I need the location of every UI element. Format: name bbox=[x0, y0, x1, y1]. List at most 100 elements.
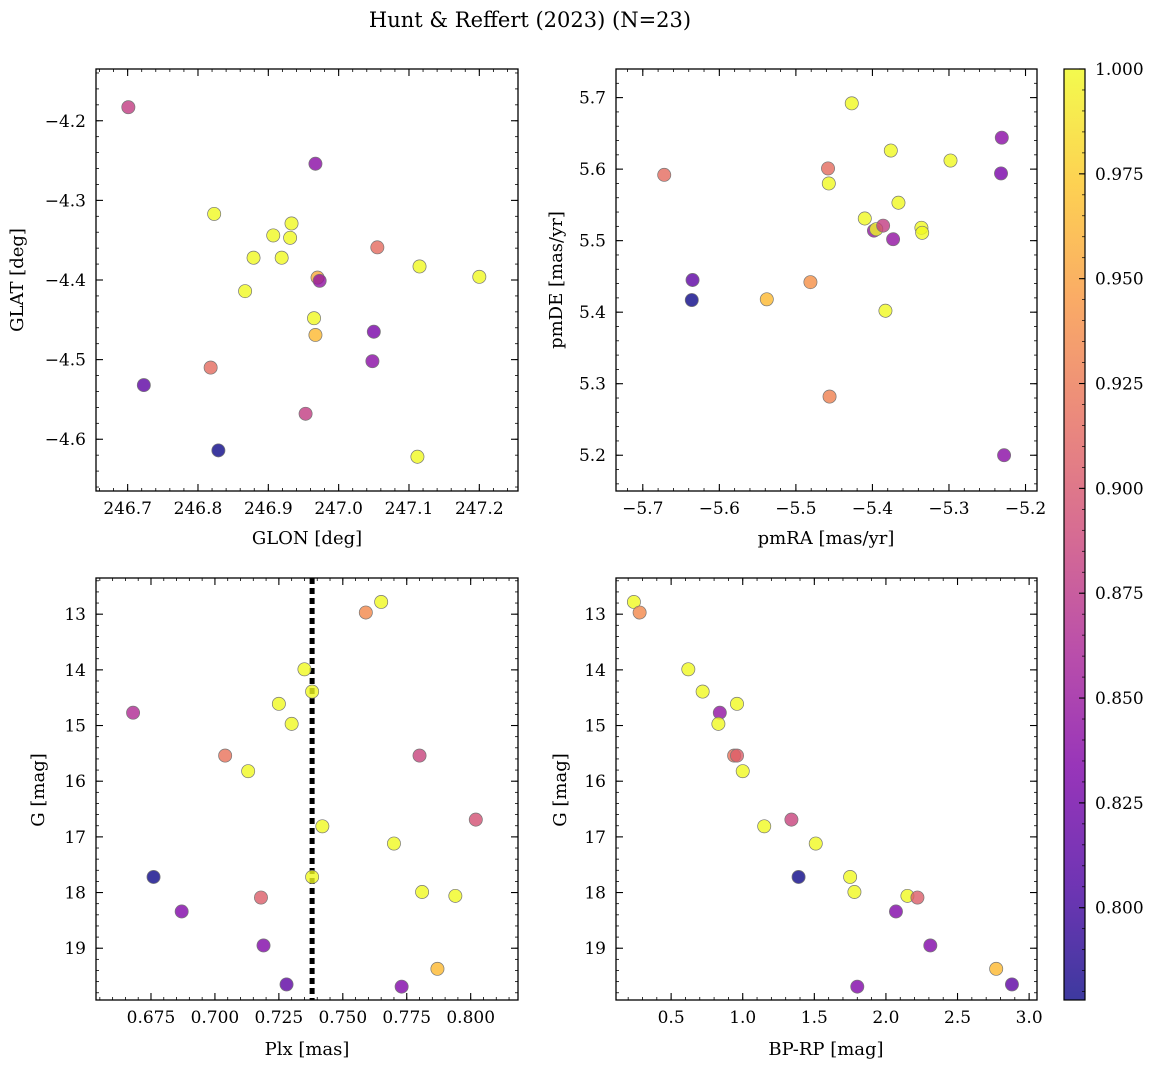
panel-bprp-g-xtick-label: 1.0 bbox=[729, 1008, 756, 1028]
panel-pmra-pmde-point bbox=[822, 389, 837, 404]
panel-glon-glat-point bbox=[472, 269, 487, 284]
panel-pmra-pmde-ytick-label: 5.5 bbox=[579, 232, 606, 252]
panel-bprp-g-point bbox=[808, 836, 823, 851]
panel-pmra-pmde: −5.7 −5.6 −5.5 −5.4 −5.3 −5.2 5.2 5.3 5.4 5.5 5.6 5… bbox=[546, 68, 1046, 549]
panel-pmra-pmde-xtick-label: −5.4 bbox=[852, 499, 893, 519]
panel-bprp-g-point bbox=[889, 904, 903, 919]
panel-plx-g-point bbox=[315, 819, 330, 834]
panel-pmra-pmde-point bbox=[891, 195, 906, 210]
panel-glon-glat-point bbox=[410, 449, 425, 464]
panel-glon-glat-ytick-label: −4.5 bbox=[45, 351, 86, 371]
panel-glon-glat-xtick-label: 247.2 bbox=[455, 499, 504, 519]
colorbar-tick-label: 0.825 bbox=[1095, 794, 1144, 814]
panel-plx-g-xtick-label: 0.700 bbox=[191, 1008, 240, 1028]
panel-glon-glat-ylabel: GLAT [deg] bbox=[7, 228, 28, 332]
panel-plx-g-point bbox=[387, 836, 401, 851]
panel-glon-glat-ytick-label: −4.2 bbox=[45, 112, 86, 132]
panel-bprp-g-point bbox=[626, 594, 641, 609]
panel-plx-g-xlabel: Plx [mas] bbox=[265, 1039, 350, 1060]
panel-plx-g-point bbox=[126, 705, 141, 720]
panel-bprp-g-point bbox=[784, 812, 799, 827]
panel-glon-glat-point bbox=[308, 156, 323, 171]
panel-plx-g-xtick-label: 0.675 bbox=[127, 1008, 176, 1028]
panel-pmra-pmde-xtick-label: −5.3 bbox=[928, 499, 969, 519]
panel-plx-g-point bbox=[305, 870, 320, 884]
panel-pmra-pmde-xtick-label: −5.5 bbox=[775, 499, 816, 519]
panel-pmra-pmde-marks bbox=[657, 96, 1012, 463]
panel-bprp-g-point bbox=[910, 890, 925, 905]
panel-glon-glat-marks bbox=[121, 100, 487, 464]
panel-pmra-pmde-ytick-label: 5.2 bbox=[579, 446, 606, 466]
panel-plx-g-point bbox=[256, 938, 271, 953]
panel-pmra-pmde-point bbox=[657, 167, 672, 182]
panel-glon-glat-point bbox=[207, 206, 222, 221]
panel-bprp-g-ytick-label: 17 bbox=[584, 828, 606, 848]
panel-plx-g-point bbox=[448, 888, 463, 903]
panel-plx-g-xtick-label: 0.725 bbox=[255, 1008, 304, 1028]
panel-pmra-pmde-point bbox=[685, 273, 700, 287]
panel-plx-g-ytick-label: 18 bbox=[64, 884, 86, 904]
panel-plx-g-point bbox=[218, 748, 233, 763]
panel-bprp-g-point bbox=[847, 885, 862, 899]
panel-glon-glat-point bbox=[211, 443, 226, 458]
panel-plx-g-ytick-label: 16 bbox=[64, 772, 86, 792]
panel-bprp-g-marks bbox=[626, 594, 1019, 994]
panel-glon-glat-xtick-label: 246.8 bbox=[174, 499, 223, 519]
panel-bprp-g-point bbox=[730, 696, 744, 711]
panel-pmra-pmde-point bbox=[821, 161, 835, 176]
panel-bprp-g-xlabel: BP-RP [mag] bbox=[768, 1039, 883, 1060]
panel-glon-glat-ytick-label: −4.6 bbox=[45, 430, 86, 450]
panel-pmra-pmde-ytick-label: 5.4 bbox=[579, 303, 606, 323]
panel-pmra-pmde-xlabel: pmRA [mas/yr] bbox=[758, 528, 895, 549]
panel-bprp-g-point bbox=[923, 938, 938, 953]
panel-glon-glat-point bbox=[121, 100, 136, 115]
panel-plx-g-point bbox=[297, 662, 312, 677]
panel-pmra-pmde-xtick-label: −5.7 bbox=[622, 499, 663, 519]
panel-pmra-pmde-ytick-label: 5.7 bbox=[579, 89, 606, 109]
panel-bprp-g-xtick-label: 2.5 bbox=[944, 1008, 971, 1028]
panel-plx-g-point bbox=[430, 961, 445, 976]
panel-pmra-pmde-point bbox=[883, 143, 898, 158]
panel-pmra-pmde-xtick-label: −5.6 bbox=[699, 499, 740, 519]
panel-plx-g-point bbox=[394, 979, 409, 994]
panel-pmra-pmde-point bbox=[821, 176, 836, 191]
panel-glon-glat-point bbox=[312, 273, 327, 288]
colorbar: 0.800 0.825 0.850 0.875 0.900 0.925 0.950 0.975… bbox=[1063, 60, 1144, 1001]
panel-bprp-g-point bbox=[730, 748, 744, 763]
panel-plx-g-point bbox=[279, 977, 294, 992]
panel-pmra-pmde-point bbox=[803, 275, 818, 290]
panel-plx-g-point bbox=[468, 812, 483, 827]
panel-plx-g: 0.675 0.700 0.725 0.750 0.775 0.800 13 14 15 16 17… bbox=[28, 577, 519, 1060]
panel-plx-g-point bbox=[305, 684, 320, 699]
panel-pmra-pmde-point bbox=[759, 292, 774, 307]
panel-glon-glat-xtick-label: 246.7 bbox=[103, 499, 152, 519]
panel-glon-glat-point bbox=[366, 324, 381, 339]
panel-pmra-pmde-point bbox=[994, 130, 1009, 145]
panel-glon-glat-point bbox=[308, 327, 323, 342]
panel-pmra-pmde-point bbox=[684, 293, 699, 307]
panel-bprp-g-ytick-label: 18 bbox=[584, 884, 606, 904]
panel-glon-glat-point bbox=[298, 406, 313, 421]
panel-bprp-g-ytick-label: 19 bbox=[584, 939, 606, 959]
colorbar-tick-label: 0.975 bbox=[1095, 165, 1144, 185]
panel-pmra-pmde-point bbox=[857, 211, 872, 226]
panel-glon-glat-point bbox=[412, 259, 427, 274]
panel-plx-g-frame bbox=[95, 577, 519, 1001]
panel-pmra-pmde-point bbox=[997, 448, 1012, 463]
panel-plx-g-point bbox=[254, 890, 268, 905]
panel-plx-g-point bbox=[374, 594, 389, 609]
panel-plx-g-point bbox=[146, 870, 161, 884]
panel-bprp-g-point bbox=[695, 684, 710, 699]
panel-glon-glat-xtick-label: 247.0 bbox=[314, 499, 363, 519]
panel-glon-glat-point bbox=[246, 250, 261, 265]
panel-glon-glat-xlabel: GLON [deg] bbox=[252, 528, 362, 549]
panel-bprp-g-axes: 0.5 1.0 1.5 2.0 2.5 3.0 13 14 15 16 17 18 19 bbox=[584, 577, 1043, 1028]
panel-glon-glat-ytick-label: −4.3 bbox=[45, 191, 86, 211]
panel-plx-g-xtick-label: 0.800 bbox=[446, 1008, 495, 1028]
panel-bprp-g-point bbox=[681, 662, 696, 677]
panel-bprp-g-xtick-label: 0.5 bbox=[658, 1008, 685, 1028]
panel-plx-g-ytick-label: 17 bbox=[64, 828, 86, 848]
panel-pmra-pmde-ylabel: pmDE [mas/yr] bbox=[546, 211, 567, 349]
panel-pmra-pmde-point bbox=[878, 303, 893, 318]
